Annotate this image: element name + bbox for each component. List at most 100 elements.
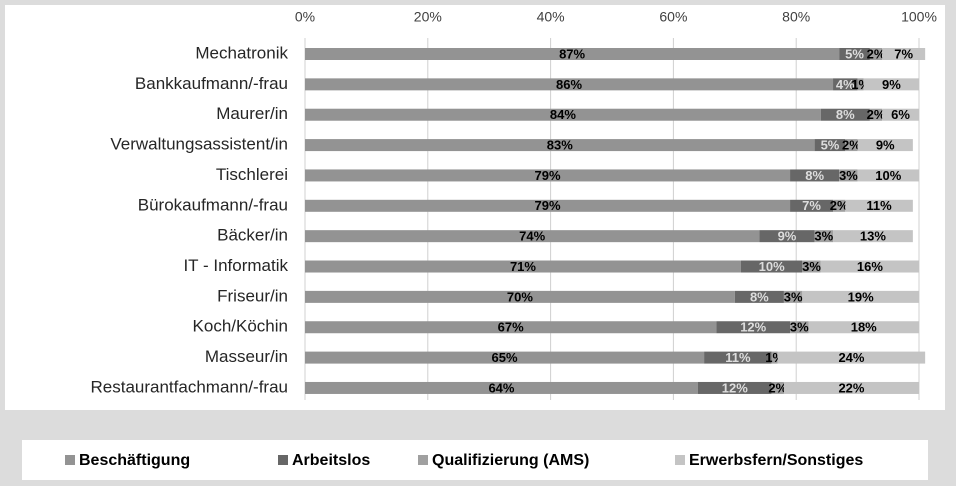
data-label: 6%: [891, 107, 910, 122]
bar-segment: [857, 139, 913, 152]
bar-segment: [845, 199, 913, 212]
bar-segment: [808, 321, 919, 334]
bar-segment: [857, 78, 864, 91]
legend-label: Erwerbsfern/Sonstiges: [689, 452, 863, 469]
y-tick-label: Bäcker/in: [217, 226, 288, 245]
bar-segment: [863, 78, 919, 91]
y-tick-label: Bankkaufmann/-frau: [135, 74, 288, 93]
bar-segment: [820, 108, 870, 121]
legend-swatch: [65, 455, 75, 465]
x-tick-label: 80%: [782, 9, 810, 25]
data-label: 11%: [866, 198, 892, 213]
bar-segment: [771, 351, 778, 364]
bar-segment: [777, 351, 926, 364]
bar-segment: [882, 108, 919, 121]
data-label: 84%: [550, 107, 576, 122]
data-label: 7%: [894, 46, 913, 61]
bar-segment: [305, 169, 791, 182]
legend-swatch: [278, 455, 288, 465]
data-label: 2%: [867, 107, 886, 122]
data-label: 9%: [876, 138, 895, 153]
y-tick-label: Mechatronik: [195, 43, 288, 62]
bar-segment: [704, 351, 772, 364]
legend-panel: [22, 440, 928, 480]
bar-segment: [305, 351, 705, 364]
bar-segment: [820, 260, 919, 273]
bar-segment: [771, 381, 784, 394]
data-label: 7%: [802, 198, 821, 213]
data-label: 13%: [860, 229, 886, 244]
x-tick-label: 0%: [295, 9, 315, 25]
data-label: 83%: [547, 138, 573, 153]
data-label: 9%: [778, 229, 797, 244]
data-label: 2%: [867, 46, 886, 61]
bar-segment: [697, 381, 772, 394]
data-label: 2%: [768, 380, 787, 395]
data-label: 5%: [845, 46, 864, 61]
y-tick-label: Masseur/in: [205, 347, 288, 366]
data-label: 67%: [498, 320, 524, 335]
x-tick-label: 20%: [414, 9, 442, 25]
y-tick-label: Maurer/in: [216, 104, 288, 123]
data-label: 11%: [725, 350, 751, 365]
bar-segment: [845, 139, 858, 152]
data-label: 87%: [559, 46, 585, 61]
y-tick-label: Friseur/in: [217, 286, 288, 305]
y-tick-label: IT - Informatik: [183, 256, 288, 275]
bar-segment: [790, 169, 840, 182]
bar-segment: [869, 48, 883, 60]
legend-swatch: [675, 455, 685, 465]
bar-segment: [305, 381, 698, 394]
data-label: 24%: [838, 350, 864, 365]
data-label: 10%: [759, 259, 785, 274]
bar-segment: [882, 48, 926, 60]
bar-segment: [833, 199, 846, 212]
bar-segment: [814, 230, 834, 243]
data-label: 74%: [519, 229, 545, 244]
bar-segment: [305, 290, 735, 303]
x-tick-label: 100%: [901, 9, 937, 25]
y-tick-label: Koch/Köchin: [193, 317, 288, 336]
data-label: 8%: [805, 168, 824, 183]
data-label: 12%: [740, 320, 766, 335]
data-label: 3%: [790, 320, 809, 335]
data-label: 3%: [802, 259, 821, 274]
data-label: 3%: [814, 229, 833, 244]
bar-segment: [839, 48, 870, 60]
legend-label: Qualifizierung (AMS): [432, 452, 589, 469]
data-label: 3%: [784, 289, 803, 304]
x-tick-label: 40%: [537, 9, 565, 25]
data-label: 18%: [851, 320, 877, 335]
legend-label: Beschäftigung: [79, 452, 190, 469]
data-label: 70%: [507, 289, 533, 304]
y-tick-label: Restaurantfachmann/-frau: [91, 377, 289, 396]
bar-segment: [305, 48, 840, 60]
bar-segment: [814, 139, 846, 152]
bar-segment: [305, 139, 815, 152]
y-tick-label: Bürokaufmann/-frau: [138, 195, 288, 214]
bar-segment: [833, 78, 858, 91]
bar-segment: [802, 290, 919, 303]
bar-segment: [833, 230, 913, 243]
data-label: 10%: [875, 168, 901, 183]
y-tick-label: Tischlerei: [216, 165, 288, 184]
data-label: 8%: [750, 289, 769, 304]
data-label: 3%: [839, 168, 858, 183]
bar-segment: [305, 78, 834, 91]
data-label: 12%: [722, 380, 748, 395]
bar-segment: [734, 290, 784, 303]
data-label: 79%: [535, 168, 561, 183]
legend-label: Arbeitslos: [292, 452, 370, 469]
data-label: 2%: [842, 138, 861, 153]
bar-segment: [839, 169, 858, 182]
bar-segment: [740, 260, 803, 273]
data-label: 5%: [821, 138, 840, 153]
data-label: 65%: [492, 350, 518, 365]
bar-segment: [857, 169, 919, 182]
data-label: 19%: [848, 289, 874, 304]
data-label: 79%: [535, 198, 561, 213]
y-tick-label: Verwaltungsassistent/in: [110, 135, 288, 154]
data-label: 8%: [836, 107, 855, 122]
data-label: 9%: [882, 77, 901, 92]
